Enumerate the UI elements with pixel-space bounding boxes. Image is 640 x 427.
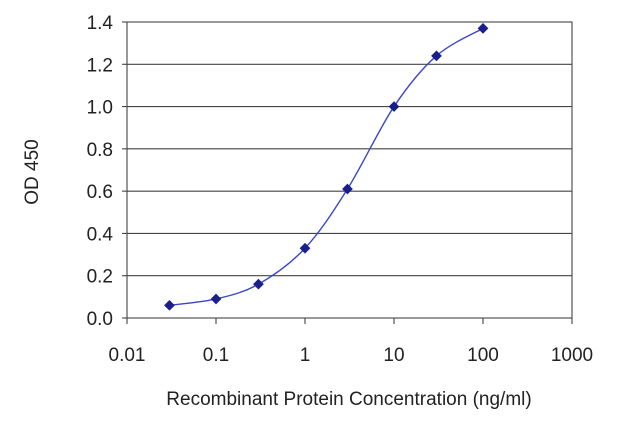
y-tick-label: 1.2 — [87, 55, 113, 76]
y-axis-title: OD 450 — [22, 139, 43, 204]
data-point — [164, 299, 175, 311]
plot-frame — [126, 21, 573, 319]
data-point — [388, 101, 400, 112]
x-tick-label: 1 — [300, 345, 311, 366]
x-tick-label: 100 — [467, 345, 499, 366]
x-tick-label: 0.01 — [109, 345, 146, 366]
data-point — [342, 183, 353, 195]
x-tick-label: 0.1 — [203, 345, 229, 366]
series-layer — [164, 22, 489, 311]
y-tick-label: 1.4 — [87, 13, 114, 34]
label-layer: 0.0 0.2 0.4 0.6 0.8 1.0 1.2 1.4 0.01 0.1 1 10 100 100… — [87, 13, 594, 366]
data-point — [431, 50, 442, 62]
data-point — [299, 242, 311, 254]
data-point — [477, 22, 489, 34]
y-tick-label: 0.6 — [87, 182, 113, 203]
y-tick-label: 0.0 — [87, 309, 113, 330]
y-tick-label: 0.2 — [87, 267, 113, 288]
x-axis-title: Recombinant Protein Concentration (ng/ml… — [166, 389, 531, 410]
series-line — [169, 27, 484, 307]
y-tick-label: 0.8 — [87, 140, 113, 161]
data-point — [210, 293, 222, 305]
x-tick-label: 10 — [383, 345, 404, 366]
axis-layer — [122, 21, 573, 324]
x-tick-label: 1000 — [551, 345, 593, 366]
grid-layer — [127, 21, 572, 277]
data-point — [253, 278, 264, 290]
y-tick-label: 1.0 — [87, 98, 113, 119]
y-tick-label: 0.4 — [87, 224, 114, 245]
